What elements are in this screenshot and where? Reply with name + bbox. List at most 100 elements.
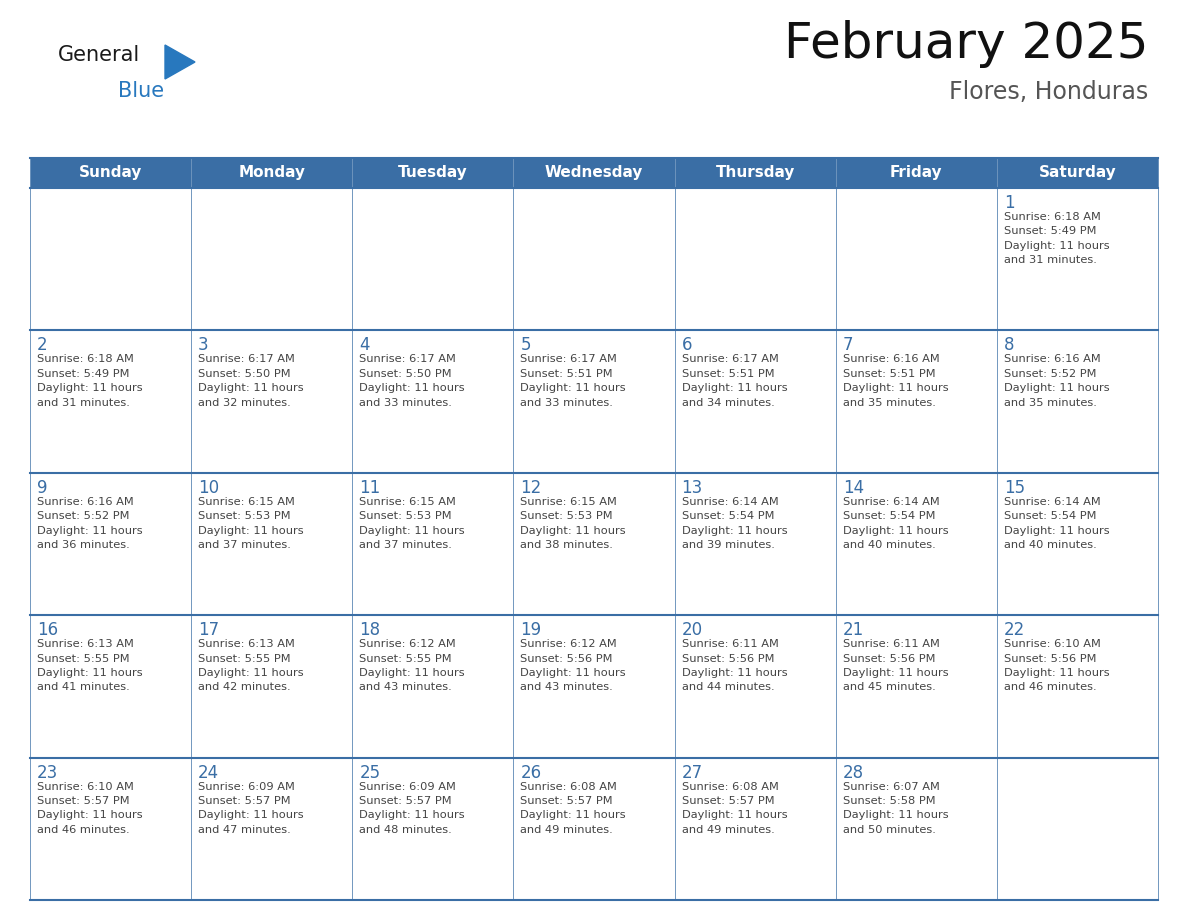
Text: 13: 13 <box>682 479 703 497</box>
Text: 15: 15 <box>1004 479 1025 497</box>
Text: 22: 22 <box>1004 621 1025 639</box>
Bar <box>191 330 353 473</box>
Text: Sunrise: 6:15 AM
Sunset: 5:53 PM
Daylight: 11 hours
and 37 minutes.: Sunrise: 6:15 AM Sunset: 5:53 PM Dayligh… <box>359 497 465 550</box>
Text: Sunrise: 6:12 AM
Sunset: 5:56 PM
Daylight: 11 hours
and 43 minutes.: Sunrise: 6:12 AM Sunset: 5:56 PM Dayligh… <box>520 639 626 692</box>
Text: General: General <box>58 45 140 65</box>
Text: 5: 5 <box>520 336 531 354</box>
Text: Sunrise: 6:16 AM
Sunset: 5:51 PM
Daylight: 11 hours
and 35 minutes.: Sunrise: 6:16 AM Sunset: 5:51 PM Dayligh… <box>842 354 948 408</box>
Text: 24: 24 <box>198 764 220 781</box>
Text: 10: 10 <box>198 479 220 497</box>
Text: Sunrise: 6:16 AM
Sunset: 5:52 PM
Daylight: 11 hours
and 36 minutes.: Sunrise: 6:16 AM Sunset: 5:52 PM Dayligh… <box>37 497 143 550</box>
Text: Wednesday: Wednesday <box>545 165 643 181</box>
Text: 18: 18 <box>359 621 380 639</box>
Text: 1: 1 <box>1004 194 1015 212</box>
Text: 2: 2 <box>37 336 48 354</box>
Bar <box>675 615 835 757</box>
Text: Sunrise: 6:13 AM
Sunset: 5:55 PM
Daylight: 11 hours
and 42 minutes.: Sunrise: 6:13 AM Sunset: 5:55 PM Dayligh… <box>198 639 304 692</box>
Text: Sunrise: 6:17 AM
Sunset: 5:50 PM
Daylight: 11 hours
and 32 minutes.: Sunrise: 6:17 AM Sunset: 5:50 PM Dayligh… <box>198 354 304 408</box>
Bar <box>835 188 997 330</box>
Bar <box>675 188 835 330</box>
Bar <box>30 473 191 615</box>
Text: 8: 8 <box>1004 336 1015 354</box>
Bar <box>997 473 1158 615</box>
Text: Sunrise: 6:13 AM
Sunset: 5:55 PM
Daylight: 11 hours
and 41 minutes.: Sunrise: 6:13 AM Sunset: 5:55 PM Dayligh… <box>37 639 143 692</box>
Text: 7: 7 <box>842 336 853 354</box>
Text: Sunrise: 6:18 AM
Sunset: 5:49 PM
Daylight: 11 hours
and 31 minutes.: Sunrise: 6:18 AM Sunset: 5:49 PM Dayligh… <box>1004 212 1110 265</box>
Bar <box>513 330 675 473</box>
Bar <box>997 158 1158 188</box>
Bar <box>835 473 997 615</box>
Text: Sunrise: 6:10 AM
Sunset: 5:57 PM
Daylight: 11 hours
and 46 minutes.: Sunrise: 6:10 AM Sunset: 5:57 PM Dayligh… <box>37 781 143 834</box>
Text: 3: 3 <box>198 336 209 354</box>
Text: Sunrise: 6:10 AM
Sunset: 5:56 PM
Daylight: 11 hours
and 46 minutes.: Sunrise: 6:10 AM Sunset: 5:56 PM Dayligh… <box>1004 639 1110 692</box>
Text: Friday: Friday <box>890 165 942 181</box>
Bar <box>353 188 513 330</box>
Text: Sunrise: 6:08 AM
Sunset: 5:57 PM
Daylight: 11 hours
and 49 minutes.: Sunrise: 6:08 AM Sunset: 5:57 PM Dayligh… <box>682 781 788 834</box>
Bar <box>513 158 675 188</box>
Text: Sunrise: 6:17 AM
Sunset: 5:51 PM
Daylight: 11 hours
and 33 minutes.: Sunrise: 6:17 AM Sunset: 5:51 PM Dayligh… <box>520 354 626 408</box>
Polygon shape <box>165 45 195 79</box>
Text: Sunrise: 6:15 AM
Sunset: 5:53 PM
Daylight: 11 hours
and 38 minutes.: Sunrise: 6:15 AM Sunset: 5:53 PM Dayligh… <box>520 497 626 550</box>
Text: Blue: Blue <box>118 81 164 101</box>
Bar <box>835 158 997 188</box>
Text: 11: 11 <box>359 479 380 497</box>
Bar <box>191 158 353 188</box>
Bar <box>353 757 513 900</box>
Text: Sunrise: 6:14 AM
Sunset: 5:54 PM
Daylight: 11 hours
and 39 minutes.: Sunrise: 6:14 AM Sunset: 5:54 PM Dayligh… <box>682 497 788 550</box>
Text: Tuesday: Tuesday <box>398 165 468 181</box>
Text: 16: 16 <box>37 621 58 639</box>
Text: 12: 12 <box>520 479 542 497</box>
Text: 9: 9 <box>37 479 48 497</box>
Bar <box>997 757 1158 900</box>
Bar <box>997 188 1158 330</box>
Bar <box>835 330 997 473</box>
Text: Sunrise: 6:11 AM
Sunset: 5:56 PM
Daylight: 11 hours
and 44 minutes.: Sunrise: 6:11 AM Sunset: 5:56 PM Dayligh… <box>682 639 788 692</box>
Text: 19: 19 <box>520 621 542 639</box>
Bar <box>353 330 513 473</box>
Text: 28: 28 <box>842 764 864 781</box>
Bar <box>353 473 513 615</box>
Bar <box>675 158 835 188</box>
Bar <box>353 158 513 188</box>
Text: Sunrise: 6:14 AM
Sunset: 5:54 PM
Daylight: 11 hours
and 40 minutes.: Sunrise: 6:14 AM Sunset: 5:54 PM Dayligh… <box>1004 497 1110 550</box>
Bar <box>191 757 353 900</box>
Text: 4: 4 <box>359 336 369 354</box>
Text: 21: 21 <box>842 621 864 639</box>
Text: Sunrise: 6:11 AM
Sunset: 5:56 PM
Daylight: 11 hours
and 45 minutes.: Sunrise: 6:11 AM Sunset: 5:56 PM Dayligh… <box>842 639 948 692</box>
Bar <box>513 188 675 330</box>
Bar <box>191 473 353 615</box>
Text: 6: 6 <box>682 336 693 354</box>
Text: Sunrise: 6:12 AM
Sunset: 5:55 PM
Daylight: 11 hours
and 43 minutes.: Sunrise: 6:12 AM Sunset: 5:55 PM Dayligh… <box>359 639 465 692</box>
Text: February 2025: February 2025 <box>784 20 1148 68</box>
Text: Thursday: Thursday <box>715 165 795 181</box>
Text: Sunrise: 6:14 AM
Sunset: 5:54 PM
Daylight: 11 hours
and 40 minutes.: Sunrise: 6:14 AM Sunset: 5:54 PM Dayligh… <box>842 497 948 550</box>
Bar <box>353 615 513 757</box>
Text: 25: 25 <box>359 764 380 781</box>
Bar <box>30 757 191 900</box>
Bar <box>30 158 191 188</box>
Text: Sunrise: 6:18 AM
Sunset: 5:49 PM
Daylight: 11 hours
and 31 minutes.: Sunrise: 6:18 AM Sunset: 5:49 PM Dayligh… <box>37 354 143 408</box>
Bar <box>675 473 835 615</box>
Bar <box>513 757 675 900</box>
Text: 14: 14 <box>842 479 864 497</box>
Text: 20: 20 <box>682 621 702 639</box>
Text: Sunrise: 6:17 AM
Sunset: 5:50 PM
Daylight: 11 hours
and 33 minutes.: Sunrise: 6:17 AM Sunset: 5:50 PM Dayligh… <box>359 354 465 408</box>
Text: Sunday: Sunday <box>78 165 143 181</box>
Bar <box>513 473 675 615</box>
Bar <box>30 188 191 330</box>
Bar <box>513 615 675 757</box>
Bar <box>191 615 353 757</box>
Bar <box>191 188 353 330</box>
Bar <box>30 615 191 757</box>
Text: Sunrise: 6:09 AM
Sunset: 5:57 PM
Daylight: 11 hours
and 48 minutes.: Sunrise: 6:09 AM Sunset: 5:57 PM Dayligh… <box>359 781 465 834</box>
Bar <box>835 615 997 757</box>
Text: Flores, Honduras: Flores, Honduras <box>949 80 1148 104</box>
Text: Sunrise: 6:08 AM
Sunset: 5:57 PM
Daylight: 11 hours
and 49 minutes.: Sunrise: 6:08 AM Sunset: 5:57 PM Dayligh… <box>520 781 626 834</box>
Text: 17: 17 <box>198 621 220 639</box>
Bar <box>675 757 835 900</box>
Text: Sunrise: 6:07 AM
Sunset: 5:58 PM
Daylight: 11 hours
and 50 minutes.: Sunrise: 6:07 AM Sunset: 5:58 PM Dayligh… <box>842 781 948 834</box>
Bar <box>835 757 997 900</box>
Bar <box>997 615 1158 757</box>
Text: Saturday: Saturday <box>1038 165 1117 181</box>
Text: 27: 27 <box>682 764 702 781</box>
